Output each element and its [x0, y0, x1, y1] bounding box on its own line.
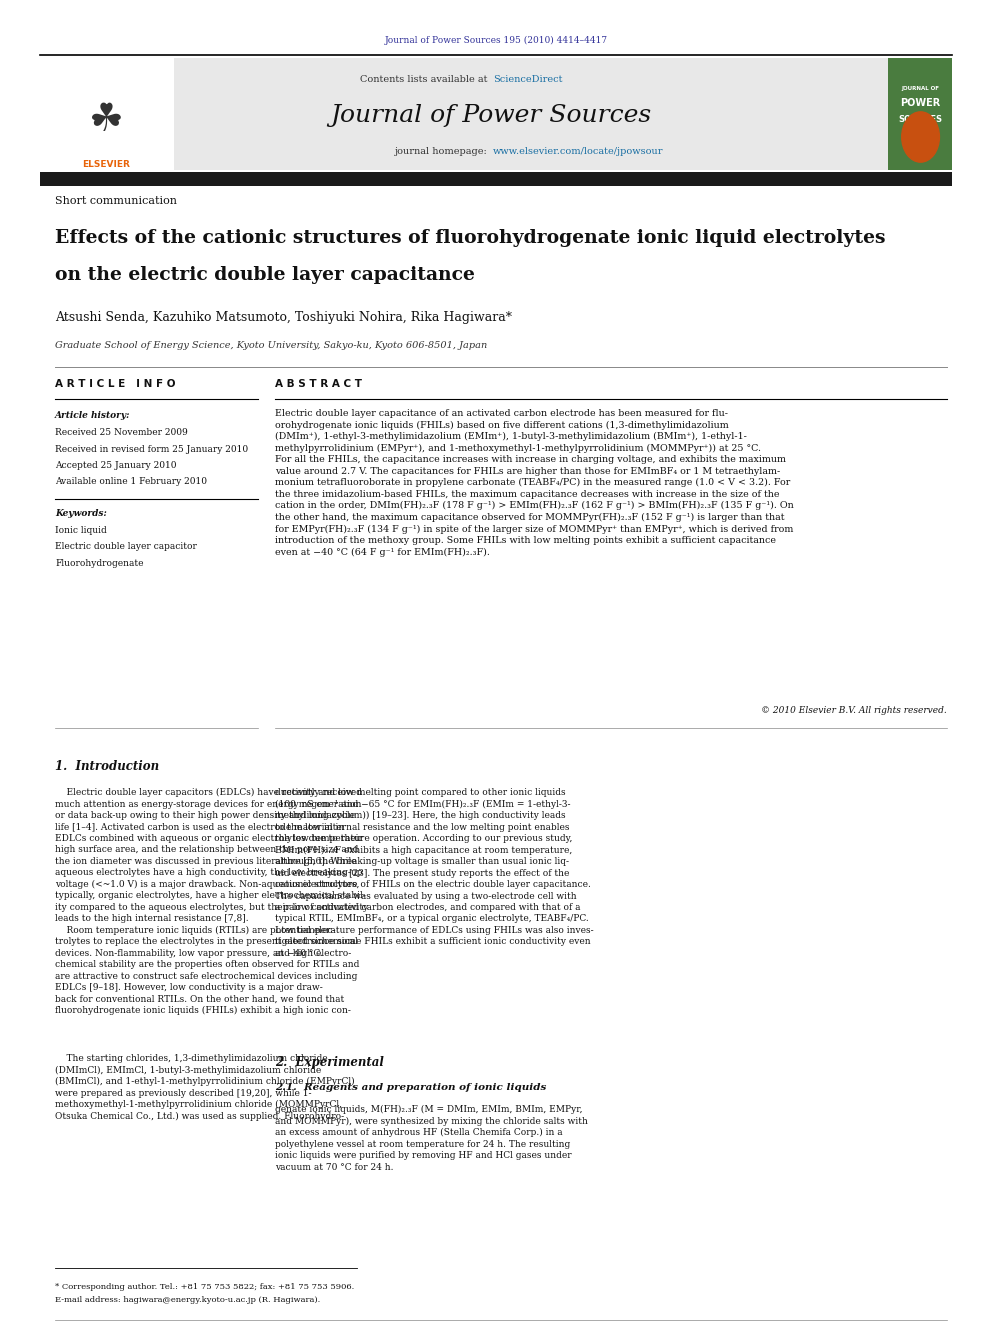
Bar [40, 58, 888, 169]
Text: journal homepage:: journal homepage: [395, 147, 491, 156]
Text: A R T I C L E   I N F O: A R T I C L E I N F O [55, 378, 176, 389]
Bar [40, 58, 174, 169]
Text: Short communication: Short communication [55, 196, 177, 206]
Text: genate ionic liquids, M(FH)₂.₃F (M = DMIm, EMIm, BMIm, EMPyr,
and MOMMPyr), were: genate ionic liquids, M(FH)₂.₃F (M = DMI… [275, 1105, 587, 1172]
Text: ELSEVIER: ELSEVIER [82, 160, 130, 169]
Text: Electric double layer capacitor: Electric double layer capacitor [55, 542, 196, 552]
Text: SOURCES: SOURCES [899, 115, 942, 124]
Text: * Corresponding author. Tel.: +81 75 753 5822; fax: +81 75 753 5906.: * Corresponding author. Tel.: +81 75 753… [55, 1283, 354, 1291]
Text: 2.  Experimental: 2. Experimental [275, 1056, 384, 1069]
Text: JOURNAL OF: JOURNAL OF [902, 86, 939, 91]
Text: Electric double layer capacitors (EDLCs) have recently received
much attention a: Electric double layer capacitors (EDLCs)… [55, 789, 368, 1015]
Text: Available online 1 February 2010: Available online 1 February 2010 [55, 478, 207, 487]
Text: E-mail address: hagiwara@energy.kyoto-u.ac.jp (R. Hagiwara).: E-mail address: hagiwara@energy.kyoto-u.… [55, 1297, 320, 1304]
Bar [40, 172, 952, 185]
Text: Keywords:: Keywords: [55, 509, 107, 519]
Text: Fluorohydrogenate: Fluorohydrogenate [55, 560, 144, 568]
Text: Journal of Power Sources: Journal of Power Sources [330, 105, 652, 127]
Text: Article history:: Article history: [55, 411, 131, 419]
Text: POWER: POWER [901, 98, 940, 108]
Text: Electric double layer capacitance of an activated carbon electrode has been meas: Electric double layer capacitance of an … [275, 409, 794, 557]
Text: Received 25 November 2009: Received 25 November 2009 [55, 429, 187, 437]
Text: Graduate School of Energy Science, Kyoto University, Sakyo-ku, Kyoto 606-8501, J: Graduate School of Energy Science, Kyoto… [55, 341, 487, 351]
Circle shape [902, 112, 939, 163]
Text: on the electric double layer capacitance: on the electric double layer capacitance [55, 266, 475, 284]
Text: ScienceDirect: ScienceDirect [493, 75, 562, 83]
Text: Received in revised form 25 January 2010: Received in revised form 25 January 2010 [55, 445, 248, 454]
Text: 2.1.  Reagents and preparation of ionic liquids: 2.1. Reagents and preparation of ionic l… [275, 1084, 547, 1091]
Bar [888, 58, 952, 169]
Text: Ionic liquid: Ionic liquid [55, 527, 107, 534]
Text: Atsushi Senda, Kazuhiko Matsumoto, Toshiyuki Nohira, Rika Hagiwara*: Atsushi Senda, Kazuhiko Matsumoto, Toshi… [55, 311, 512, 324]
Text: ductivity and low melting point compared to other ionic liquids
(100 mS cm⁻¹ and: ductivity and low melting point compared… [275, 789, 593, 958]
Text: www.elsevier.com/locate/jpowsour: www.elsevier.com/locate/jpowsour [493, 147, 664, 156]
Text: The starting chlorides, 1,3-dimethylimidazolium chloride
(DMImCl), EMImCl, 1-but: The starting chlorides, 1,3-dimethylimid… [55, 1054, 354, 1121]
Text: A B S T R A C T: A B S T R A C T [275, 378, 362, 389]
Text: 1.  Introduction: 1. Introduction [55, 759, 159, 773]
Text: ☘: ☘ [88, 101, 124, 139]
Text: Effects of the cationic structures of fluorohydrogenate ionic liquid electrolyte: Effects of the cationic structures of fl… [55, 229, 886, 247]
Text: Journal of Power Sources 195 (2010) 4414–4417: Journal of Power Sources 195 (2010) 4414… [385, 36, 607, 45]
Text: Accepted 25 January 2010: Accepted 25 January 2010 [55, 460, 177, 470]
Text: Contents lists available at: Contents lists available at [360, 75, 491, 83]
Text: © 2010 Elsevier B.V. All rights reserved.: © 2010 Elsevier B.V. All rights reserved… [761, 706, 947, 714]
